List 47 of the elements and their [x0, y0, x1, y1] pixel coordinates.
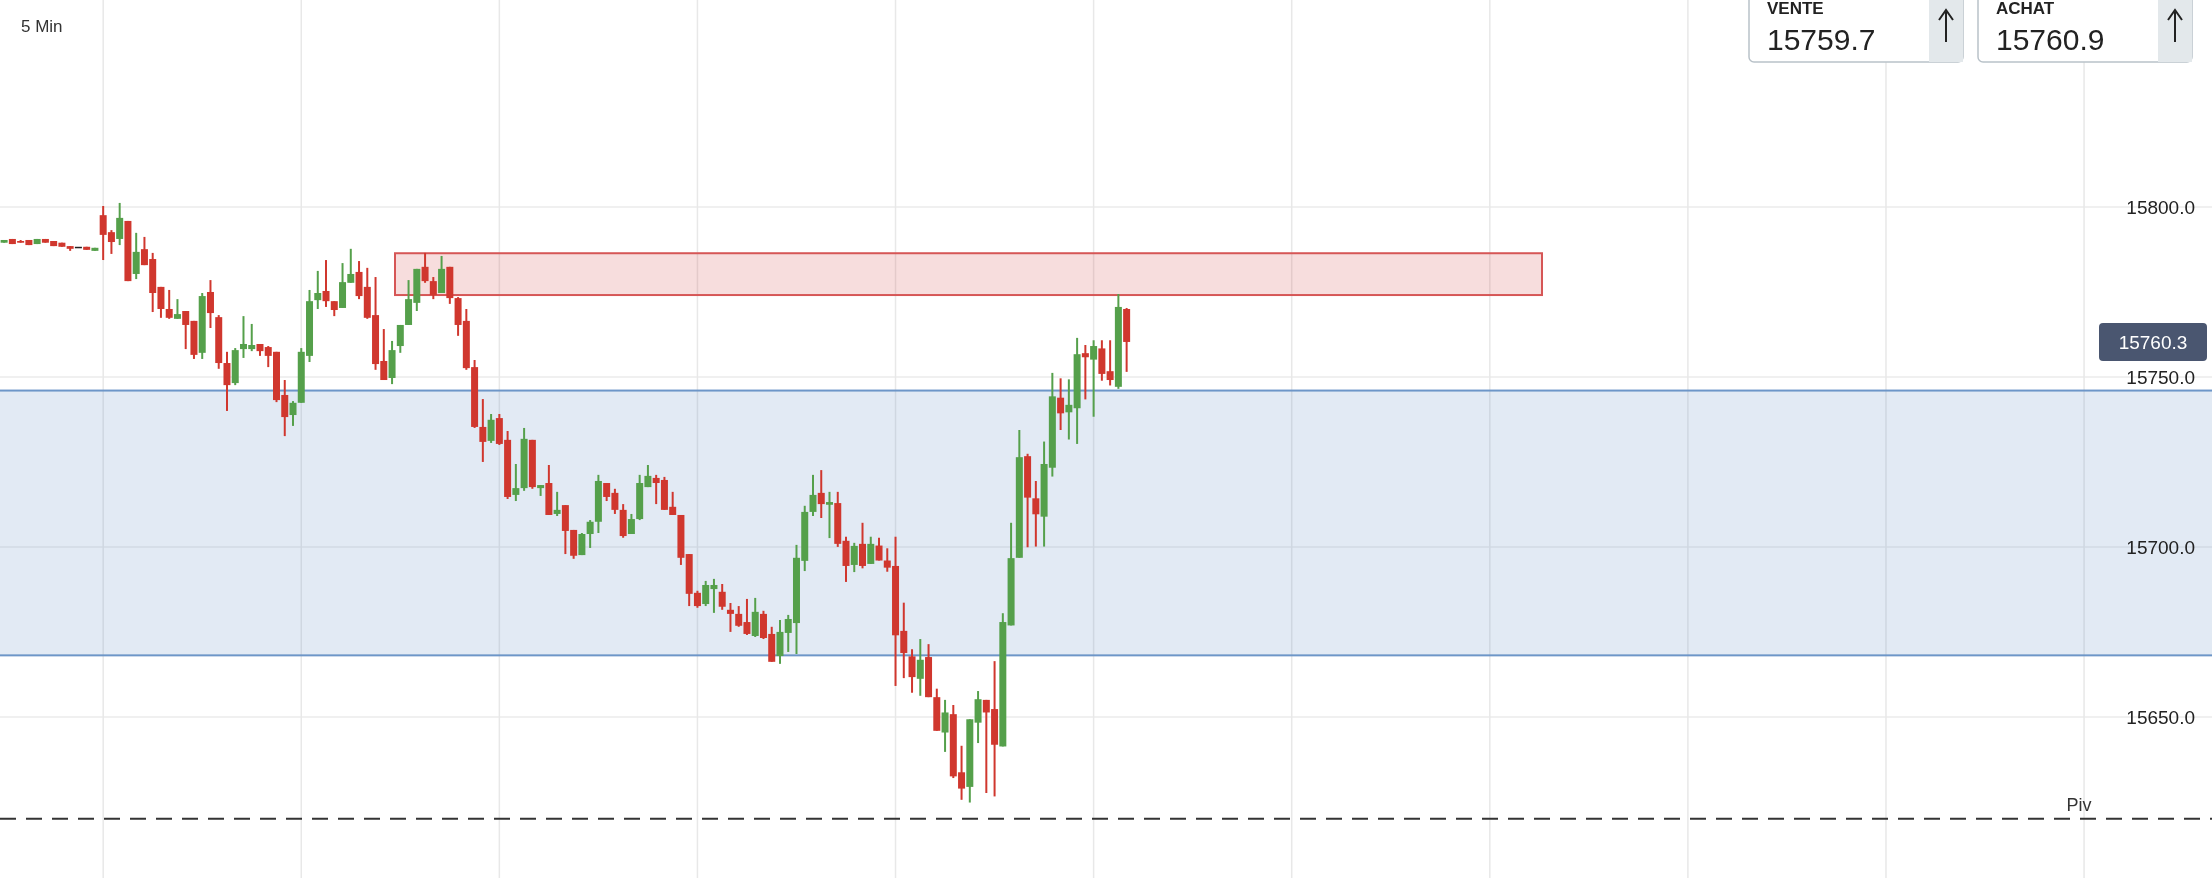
candlestick [1057, 377, 1065, 431]
text: 5 Min [21, 17, 63, 36]
candlestick [429, 276, 437, 301]
candlestick [223, 350, 231, 412]
candlestick [314, 269, 322, 310]
y-tick-label: 15800.0 [2126, 196, 2195, 218]
candlestick [116, 201, 124, 247]
candlestick [875, 536, 883, 562]
candlestick [908, 648, 916, 694]
candlestick [859, 521, 867, 570]
candlestick [1032, 479, 1040, 548]
candlestick [817, 469, 825, 520]
candlestick [1090, 339, 1098, 418]
candlestick [941, 698, 949, 753]
candlestick [396, 323, 404, 354]
candlestick [479, 398, 487, 463]
candlestick [1081, 344, 1089, 401]
annotation: 15759.7 [1767, 23, 1876, 56]
candlestick [867, 535, 875, 565]
candlestick [206, 279, 214, 330]
annotation: 15760.3 [2118, 331, 2188, 353]
candlestick [826, 490, 833, 540]
y-tick-label: 15750.0 [2126, 366, 2195, 388]
candlestick [726, 602, 734, 633]
candlestick [974, 690, 982, 745]
candlestick [553, 490, 561, 517]
candlestick [289, 400, 297, 427]
annotation: ACHAT [1996, 0, 2055, 18]
candlestick [421, 251, 429, 284]
candlestick [809, 473, 817, 517]
candlestick [1106, 339, 1114, 387]
candlestick [586, 519, 594, 549]
candlestick [1065, 378, 1073, 441]
candlestick [173, 298, 181, 320]
candlestick [322, 259, 330, 308]
y-tick-label: 15650.0 [2126, 706, 2195, 728]
candlestick [850, 541, 858, 574]
candlestick [916, 638, 924, 697]
y-tick-label: 15700.0 [2126, 536, 2195, 558]
annotation: 15760.9 [1996, 23, 2105, 56]
annotation: VENTE [1767, 0, 1824, 18]
candlestick [132, 231, 140, 281]
ref-line-label: Piv [2066, 794, 2092, 815]
candlestick [718, 582, 726, 611]
candlestick [512, 462, 520, 503]
candlestick [487, 413, 495, 444]
candlestick [165, 288, 173, 320]
